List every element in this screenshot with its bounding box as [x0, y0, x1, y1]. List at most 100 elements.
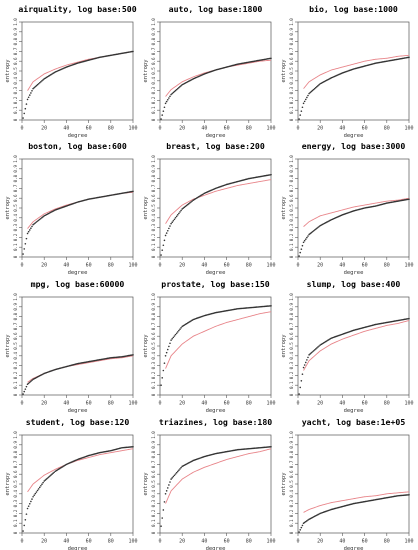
data-point [408, 198, 410, 200]
y-axis-label: entropy [143, 334, 149, 358]
data-point [38, 486, 41, 489]
y-tick-label: 0.5 [289, 480, 294, 488]
y-tick-label: 1.0 [151, 18, 156, 26]
x-tick-label: 60 [224, 126, 230, 132]
data-point [174, 89, 177, 92]
subplot-title: student, log base:120 [26, 417, 130, 427]
data-point [307, 519, 309, 521]
y-tick-label: 0.8 [151, 450, 156, 458]
data-point [163, 501, 166, 503]
y-axis-label: entropy [281, 196, 287, 220]
data-point [408, 56, 410, 59]
data-point [28, 229, 31, 231]
y-tick-label: 0.1 [289, 519, 294, 527]
data-point [311, 89, 314, 92]
data-point [300, 379, 303, 382]
data-point [175, 332, 178, 335]
data-point [31, 90, 33, 92]
data-point [34, 222, 37, 224]
data-point [132, 190, 134, 193]
subplot-1: airquality, log base:500 0 20 40 60 80 100 0 0.1… [5, 4, 138, 139]
x-tick-label: 80 [246, 539, 252, 545]
data-point [25, 513, 28, 515]
x-tick-label: 100 [128, 539, 137, 545]
data-point [163, 106, 166, 109]
data-point [38, 218, 41, 221]
y-tick-label: 0.7 [289, 47, 294, 55]
y-axis-label: entropy [5, 334, 11, 358]
y-tick-label: 0.4 [13, 490, 18, 498]
data-point [35, 491, 38, 493]
y-tick-label: 0.8 [151, 174, 156, 182]
data-point [175, 88, 178, 91]
y-tick-label: 0.2 [151, 233, 156, 241]
data-point [317, 84, 319, 87]
data-point [306, 359, 308, 361]
plot-frame [297, 434, 410, 534]
data-point [168, 484, 170, 486]
x-tick-label: 0 [20, 539, 23, 545]
x-tick-label: 60 [224, 401, 230, 407]
y-tick-label: 0.5 [13, 342, 18, 350]
data-point [168, 345, 170, 348]
data-point [308, 354, 310, 356]
data-point [27, 96, 30, 99]
y-tick-label: 0.1 [289, 243, 294, 251]
data-point [313, 229, 316, 231]
data-point [160, 384, 162, 387]
y-tick-label: 1.0 [13, 293, 18, 301]
series-line [27, 191, 134, 229]
plot-frame [159, 158, 272, 258]
y-tick-label: 1.0 [13, 18, 18, 26]
y-tick-label: 0.1 [151, 106, 156, 114]
plot-frame [159, 296, 272, 396]
y-tick-label: 0.7 [151, 460, 156, 468]
x-tick-label: 80 [246, 263, 252, 269]
y-tick-label: 0.1 [13, 106, 18, 114]
y-tick-label: 0.3 [13, 499, 18, 507]
data-point [270, 173, 272, 176]
y-tick-label: 0 [289, 393, 294, 396]
x-tick-label: 80 [246, 401, 252, 407]
data-point [310, 90, 313, 93]
data-point [298, 255, 300, 257]
data-point [48, 475, 51, 477]
y-tick-label: 0 [13, 531, 18, 534]
subplot-title: airquality, log base:500 [18, 4, 136, 14]
data-point [132, 354, 134, 356]
data-point [35, 221, 38, 223]
subplot-6: energy, log base:3000 0 20 40 60 80 100 0 0.1 0.2… [281, 141, 414, 276]
data-point [303, 100, 306, 103]
y-tick-label: 0.9 [289, 165, 294, 173]
data-point [50, 474, 52, 476]
data-point [41, 80, 43, 82]
data-point [23, 524, 26, 527]
data-point [174, 333, 177, 336]
y-axis-label: entropy [281, 59, 287, 83]
data-point [28, 503, 31, 505]
subplot-5: breast, log base:200 0 20 40 60 80 100 0 0.1 0.2 0… [143, 141, 276, 276]
y-tick-label: 0.5 [289, 204, 294, 212]
data-point [22, 253, 24, 255]
y-tick-label: 0.7 [13, 460, 18, 468]
data-point [306, 236, 308, 239]
x-tick-label: 20 [41, 126, 47, 132]
data-point [25, 237, 28, 240]
data-point [169, 95, 171, 98]
data-point [132, 50, 134, 53]
data-point [317, 226, 319, 229]
y-tick-label: 0.7 [289, 322, 294, 330]
plot-frame [297, 158, 410, 258]
data-point [31, 379, 33, 382]
x-tick-label: 40 [339, 263, 345, 269]
y-tick-label: 0.9 [151, 28, 156, 36]
data-point [41, 483, 43, 486]
y-tick-label: 0.8 [13, 312, 18, 320]
data-point [298, 118, 300, 120]
data-point [176, 87, 179, 90]
data-point [26, 98, 29, 101]
y-tick-label: 0 [13, 393, 18, 396]
x-tick-label: 80 [246, 126, 252, 132]
data-point [307, 356, 309, 359]
y-tick-label: 0.4 [13, 352, 18, 360]
